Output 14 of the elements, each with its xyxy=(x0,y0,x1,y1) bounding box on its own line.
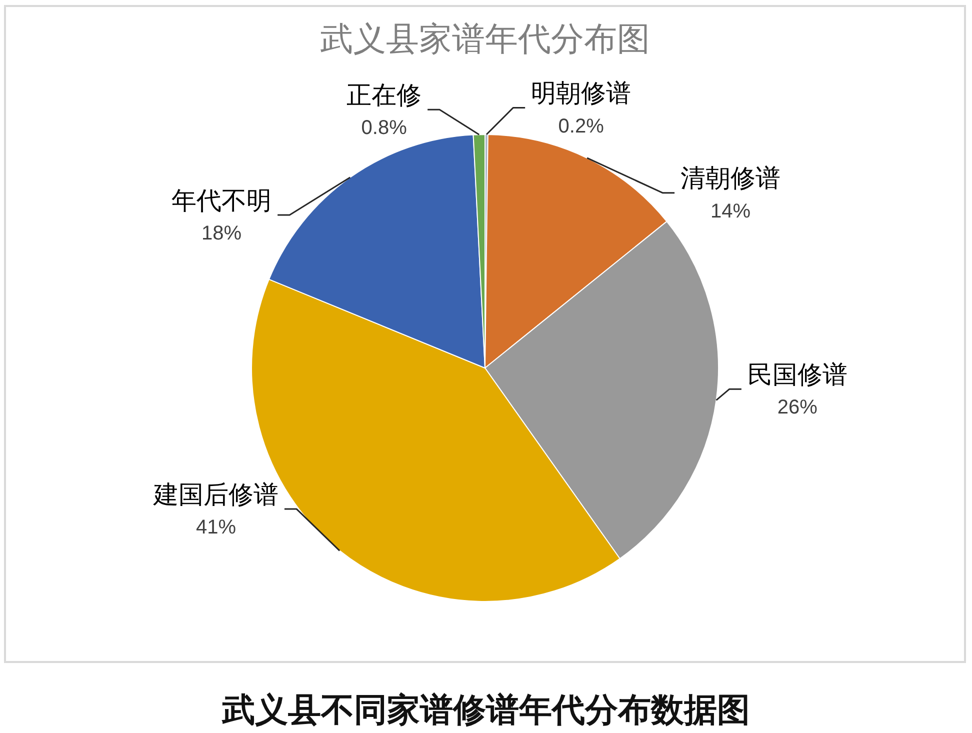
slice-label: 民国修谱 xyxy=(747,360,848,389)
text: 武义县不同家谱修谱年代分布数据图 xyxy=(220,690,751,730)
slice-label: 明朝修谱 xyxy=(531,80,632,108)
slice-label: 建国后修谱 xyxy=(152,480,278,509)
slice-label: 年代不明 xyxy=(172,186,272,215)
data-label: 0.8% xyxy=(361,117,408,140)
slice-label: 正在修 xyxy=(346,82,422,110)
data-label: 0.2% xyxy=(558,115,604,138)
data-label: 14% xyxy=(710,200,751,222)
chart-title: 武义县家谱年代分布图 xyxy=(319,19,651,59)
data-label: 41% xyxy=(196,516,236,538)
data-label: 26% xyxy=(777,396,818,419)
slice-label: 清朝修谱 xyxy=(680,164,781,193)
data-label: 18% xyxy=(202,222,242,245)
